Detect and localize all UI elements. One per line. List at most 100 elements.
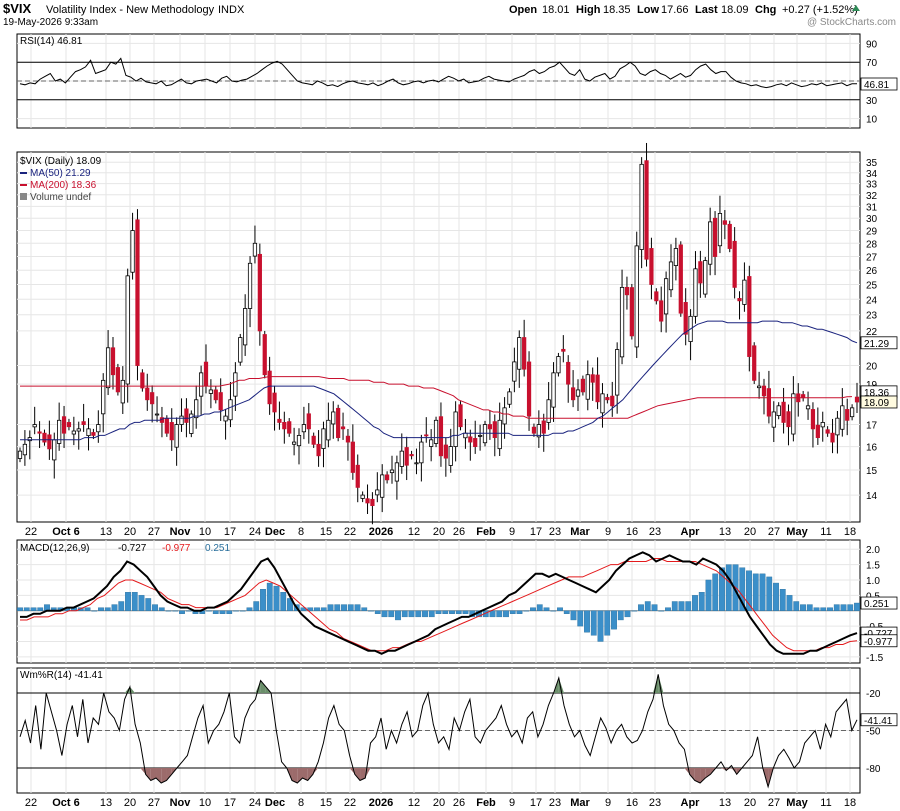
candle xyxy=(105,347,111,389)
macd-histogram-bar xyxy=(746,570,752,611)
wr-oversold-fill xyxy=(145,768,151,781)
candle xyxy=(619,286,625,358)
wr-overbought-fill xyxy=(260,680,266,693)
macd-histogram-bar xyxy=(698,592,705,611)
y-tick-label: 17 xyxy=(866,421,878,432)
candle xyxy=(61,416,67,434)
rsi-line xyxy=(19,57,857,89)
candle xyxy=(830,432,835,443)
macd-histogram-bar xyxy=(145,598,152,611)
macd-histogram-bar xyxy=(557,607,563,611)
candle xyxy=(115,367,121,393)
macd-histogram-bar xyxy=(131,592,138,611)
candle xyxy=(243,308,248,346)
wr-last-value: -41.41 xyxy=(864,716,893,727)
candle xyxy=(776,405,781,417)
candle xyxy=(629,287,634,337)
x-tick-label: Mar xyxy=(570,797,590,809)
candle xyxy=(71,430,76,435)
candle xyxy=(771,411,776,428)
candle xyxy=(556,356,561,374)
macd-histogram-bar xyxy=(638,604,644,611)
candle xyxy=(708,221,713,265)
x-tick-label: 23 xyxy=(649,526,661,538)
macd-histogram-bar xyxy=(37,607,44,611)
candle xyxy=(47,434,52,450)
wr-overbought-fill xyxy=(124,686,130,693)
wr-oversold-fill xyxy=(292,768,298,783)
candle xyxy=(512,361,517,382)
x-tick-label: 20 xyxy=(124,797,136,809)
candle xyxy=(492,421,497,439)
x-tick-label: 16 xyxy=(626,526,638,538)
candle xyxy=(854,396,860,403)
macd-histogram-bar xyxy=(644,601,651,611)
x-tick-label: 11 xyxy=(820,526,831,538)
candle xyxy=(429,439,434,447)
macd-histogram-bar xyxy=(361,607,368,611)
x-tick-label: Dec xyxy=(265,797,285,809)
wr-line xyxy=(19,674,858,789)
candle xyxy=(693,268,698,317)
macd-histogram-bar xyxy=(341,604,347,611)
macd-histogram-bar xyxy=(17,607,23,611)
wr-oversold-fill xyxy=(302,768,308,781)
candle xyxy=(164,418,169,434)
candle xyxy=(326,419,331,441)
x-tick-label: 13 xyxy=(719,526,731,538)
y-tick-label: 10 xyxy=(866,115,878,126)
candle xyxy=(399,450,404,467)
candle xyxy=(272,392,277,413)
candle xyxy=(394,462,400,482)
macd-histogram-bar xyxy=(428,610,435,618)
macd-histogram-bar xyxy=(577,610,584,627)
candle xyxy=(409,454,414,457)
ma50-last-value-box xyxy=(860,336,898,350)
wr-last-value-box xyxy=(860,713,898,727)
candle xyxy=(561,348,566,352)
macd-histogram-bar xyxy=(725,564,732,611)
candle xyxy=(267,370,272,405)
candle xyxy=(458,404,463,428)
macd-histogram-bar xyxy=(233,610,239,612)
y-tick-label: 23 xyxy=(866,311,878,322)
x-tick-label: Feb xyxy=(476,526,496,538)
candle xyxy=(282,422,287,430)
candle xyxy=(380,474,385,498)
candle xyxy=(673,248,679,266)
macd-histogram-bar xyxy=(219,610,226,614)
candle xyxy=(526,361,532,417)
x-tick-label: 15 xyxy=(320,797,332,809)
wr-overbought-fill xyxy=(658,674,664,693)
candle xyxy=(91,432,96,436)
candle xyxy=(570,387,576,401)
y-tick-label: 26 xyxy=(866,266,878,277)
x-tick-label: 24 xyxy=(249,797,261,809)
macd-histogram-bar xyxy=(354,604,361,611)
x-tick-label: 23 xyxy=(649,797,661,809)
candle xyxy=(849,407,855,418)
candle xyxy=(468,436,473,443)
exchange-label: INDX xyxy=(218,4,245,16)
candle xyxy=(140,372,145,389)
macd-histogram-bar xyxy=(563,610,570,614)
candle xyxy=(365,498,370,504)
price-title: $VIX (Daily) 18.09 xyxy=(20,156,102,167)
candle xyxy=(321,428,326,449)
x-tick-label: Apr xyxy=(681,526,701,538)
candle xyxy=(473,438,478,447)
candle xyxy=(448,446,453,466)
macd-histogram-bar xyxy=(786,595,793,611)
wr-oversold-fill xyxy=(705,768,711,778)
y-tick-label: 90 xyxy=(866,39,878,50)
wr-overbought-fill xyxy=(558,678,565,693)
wr-oversold-fill xyxy=(354,768,361,781)
macd-histogram-bar xyxy=(813,607,820,611)
macd-histogram-bar xyxy=(833,604,840,611)
price-last-value-box xyxy=(860,395,898,409)
candle xyxy=(228,399,233,421)
macd-histogram-bar xyxy=(570,610,577,621)
x-tick-label: May xyxy=(786,797,808,809)
candle xyxy=(179,415,184,425)
